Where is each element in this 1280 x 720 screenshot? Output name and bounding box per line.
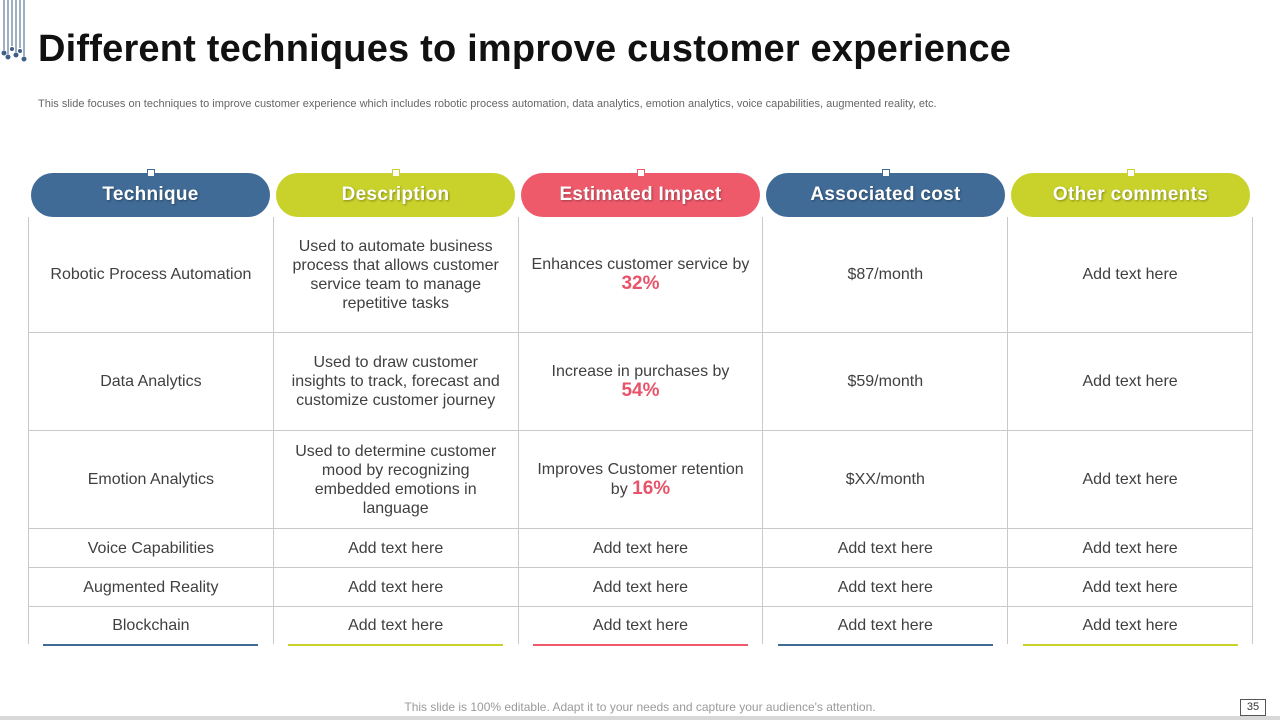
- table-row: Emotion Analytics Used to determine cust…: [29, 431, 1253, 529]
- description-cell: Used to draw customer insights to track,…: [274, 333, 519, 430]
- header-label: Technique: [31, 173, 270, 217]
- impact-cell: Improves Customer retention by 16%: [519, 431, 764, 528]
- header-label: Estimated Impact: [521, 173, 760, 217]
- impact-cell: Enhances customer service by 32%: [519, 217, 764, 332]
- table-row: Voice Capabilities Add text here Add tex…: [29, 529, 1253, 568]
- cost-cell: $87/month: [763, 217, 1009, 332]
- impact-value: 16%: [632, 478, 671, 499]
- table-row: Augmented Reality Add text here Add text…: [29, 568, 1253, 607]
- underline-impact: [533, 644, 748, 646]
- technique-cell: Voice Capabilities: [29, 529, 274, 567]
- cost-cell: Add text here: [763, 529, 1009, 567]
- table-row: Data Analytics Used to draw customer ins…: [29, 333, 1253, 431]
- cost-cell: Add text here: [763, 568, 1009, 606]
- underline-technique: [43, 644, 258, 646]
- bottom-divider: [0, 716, 1280, 720]
- comments-cell: Add text here: [1008, 529, 1253, 567]
- page-number: 35: [1240, 699, 1266, 716]
- pin-icon: [1126, 169, 1135, 177]
- pin-icon: [391, 169, 400, 177]
- table-row: Blockchain Add text here Add text here A…: [29, 607, 1253, 644]
- technique-cell: Robotic Process Automation: [29, 217, 274, 332]
- impact-cell: Add text here: [519, 529, 764, 567]
- cost-cell: Add text here: [763, 607, 1009, 644]
- header-estimated-impact: Estimated Impact: [518, 169, 763, 217]
- impact-cell: Increase in purchases by 54%: [519, 333, 764, 430]
- table-row: Robotic Process Automation Used to autom…: [29, 217, 1253, 333]
- header-label: Description: [276, 173, 515, 217]
- techniques-table: Technique Description Estimated Impact A…: [28, 169, 1253, 647]
- comments-cell: Add text here: [1008, 333, 1253, 430]
- description-cell: Used to determine customer mood by recog…: [274, 431, 519, 528]
- impact-cell: Add text here: [519, 568, 764, 606]
- description-cell: Used to automate business process that a…: [274, 217, 519, 332]
- description-cell: Add text here: [274, 568, 519, 606]
- comments-cell: Add text here: [1008, 217, 1253, 332]
- underline-description: [288, 644, 503, 646]
- technique-cell: Data Analytics: [29, 333, 274, 430]
- cost-cell: $59/month: [763, 333, 1009, 430]
- header-label: Other comments: [1011, 173, 1250, 217]
- header-description: Description: [273, 169, 518, 217]
- description-cell: Add text here: [274, 529, 519, 567]
- technique-cell: Blockchain: [29, 607, 274, 644]
- underline-comments: [1023, 644, 1238, 646]
- impact-text: Increase in purchases by: [551, 363, 730, 380]
- table-header: Technique Description Estimated Impact A…: [28, 169, 1253, 217]
- technique-cell: Emotion Analytics: [29, 431, 274, 528]
- page-title: Different techniques to improve customer…: [38, 28, 1012, 70]
- header-associated-cost: Associated cost: [763, 169, 1008, 217]
- comments-cell: Add text here: [1008, 431, 1253, 528]
- description-cell: Add text here: [274, 607, 519, 644]
- technique-cell: Augmented Reality: [29, 568, 274, 606]
- header-technique: Technique: [28, 169, 273, 217]
- impact-text: Improves Customer retention by: [537, 461, 744, 498]
- pin-icon: [146, 169, 155, 177]
- impact-value: 54%: [621, 380, 660, 401]
- cost-cell: $XX/month: [763, 431, 1009, 528]
- footer-note: This slide is 100% editable. Adapt it to…: [404, 700, 876, 714]
- comments-cell: Add text here: [1008, 607, 1253, 644]
- header-other-comments: Other comments: [1008, 169, 1253, 217]
- pin-icon: [881, 169, 890, 177]
- impact-value: 32%: [621, 273, 660, 294]
- impact-text: Enhances customer service by: [531, 256, 750, 273]
- comments-cell: Add text here: [1008, 568, 1253, 606]
- underline-cost: [778, 644, 993, 646]
- column-underlines: [28, 644, 1253, 647]
- pin-icon: [636, 169, 645, 177]
- circuit-decoration-icon: [1, 0, 27, 62]
- header-label: Associated cost: [766, 173, 1005, 217]
- table-body: Robotic Process Automation Used to autom…: [28, 217, 1253, 644]
- impact-cell: Add text here: [519, 607, 764, 644]
- page-subtitle: This slide focuses on techniques to impr…: [38, 98, 937, 110]
